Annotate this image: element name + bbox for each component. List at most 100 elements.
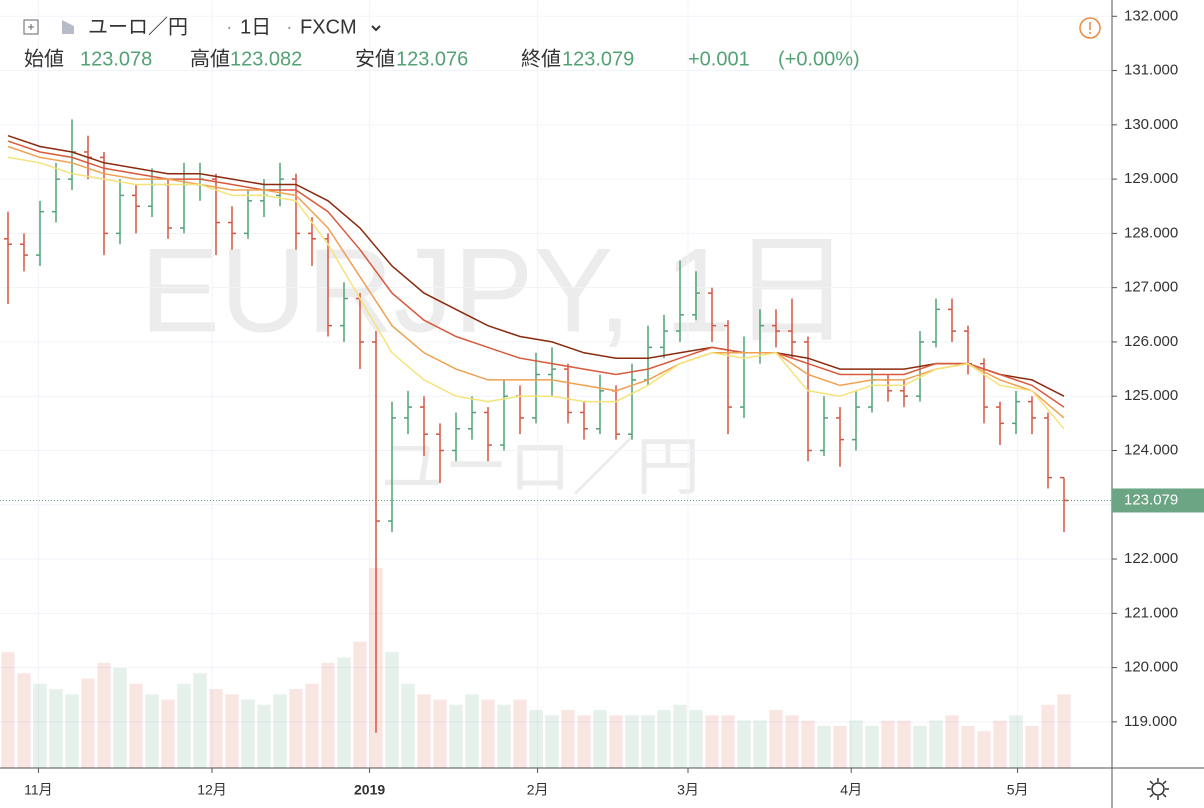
volume-bar bbox=[305, 683, 319, 768]
separator: · bbox=[286, 16, 293, 38]
volume-bar bbox=[497, 704, 511, 768]
volume-bar bbox=[1025, 725, 1039, 768]
separator: · bbox=[226, 16, 233, 38]
legend-value: 123.078 bbox=[80, 48, 152, 70]
volume-bar bbox=[321, 662, 335, 768]
ohlc-legend: 始値 123.078 高値 123.082 安値 123.076 終値 123.… bbox=[24, 47, 860, 70]
volume-bar bbox=[273, 694, 287, 768]
watermark: EURJPY, 1日 bbox=[140, 224, 851, 358]
volume-bar bbox=[737, 720, 751, 768]
ma-line bbox=[7, 145, 1065, 419]
y-tick-label: 130.000 bbox=[1124, 116, 1178, 133]
volume-bar bbox=[449, 704, 463, 768]
settings-icon-rays bbox=[1147, 778, 1169, 800]
legend-value: 123.082 bbox=[230, 48, 302, 70]
expand-icon[interactable] bbox=[23, 19, 39, 35]
volume-bar bbox=[993, 720, 1007, 768]
volume-bar bbox=[33, 683, 47, 768]
volume-bar bbox=[1041, 704, 1055, 768]
alert-icon[interactable] bbox=[1079, 17, 1101, 39]
volume-bar bbox=[433, 699, 447, 768]
volume-bar bbox=[897, 720, 911, 768]
volume-bar bbox=[721, 715, 735, 768]
volume-bar bbox=[161, 699, 175, 768]
dropdown-icon[interactable] bbox=[371, 25, 381, 32]
y-tick-label: 122.000 bbox=[1124, 550, 1178, 567]
volume-bar bbox=[929, 720, 943, 768]
volume-bar bbox=[401, 683, 415, 768]
volume-bar bbox=[849, 720, 863, 768]
y-tick-label: 128.000 bbox=[1124, 224, 1178, 241]
volume-bar bbox=[353, 641, 367, 768]
volume-bar bbox=[945, 715, 959, 768]
legend-value: 123.076 bbox=[396, 48, 468, 70]
volume-bar bbox=[753, 720, 767, 768]
volume-bar bbox=[769, 710, 783, 768]
legend-label: 終値 bbox=[521, 47, 561, 70]
x-tick-label: 11月 bbox=[24, 782, 53, 798]
y-tick-label: 121.000 bbox=[1124, 604, 1178, 621]
volume-bar bbox=[81, 678, 95, 768]
volume-bar bbox=[417, 694, 431, 768]
volume-bar bbox=[881, 720, 895, 768]
settings-icon[interactable] bbox=[1151, 782, 1165, 796]
y-tick-label: 132.000 bbox=[1124, 7, 1178, 24]
volume-bar bbox=[1009, 715, 1023, 768]
volume-bar bbox=[561, 710, 575, 768]
y-tick-label: 119.000 bbox=[1124, 713, 1177, 730]
volume-bar bbox=[465, 694, 479, 768]
legend-value: 123.079 bbox=[562, 48, 634, 70]
x-tick-label: 5月 bbox=[1007, 782, 1029, 798]
volume-bar bbox=[337, 657, 351, 768]
volume-bar bbox=[689, 710, 703, 768]
volume-bar bbox=[577, 715, 591, 768]
volume-bar bbox=[289, 689, 303, 768]
symbol: ユーロ／円 bbox=[88, 16, 188, 38]
volume-bar bbox=[145, 694, 159, 768]
volume-bar bbox=[257, 704, 271, 768]
x-tick-label: 2月 bbox=[527, 782, 549, 798]
last-price-label: 123.079 bbox=[1124, 491, 1178, 508]
plot bbox=[0, 0, 1112, 768]
legend-label: 高値 bbox=[190, 47, 230, 70]
source: FXCM bbox=[300, 16, 357, 38]
x-tick-label: 12月 bbox=[197, 782, 227, 798]
legend-change-pct: (+0.00%) bbox=[778, 48, 860, 70]
y-tick-label: 126.000 bbox=[1124, 333, 1178, 350]
last-price-box bbox=[1112, 488, 1204, 513]
volume-bar bbox=[385, 652, 399, 768]
volume-bar bbox=[817, 725, 831, 768]
volume-bar bbox=[913, 725, 927, 768]
volume-bar bbox=[513, 699, 527, 768]
ma-line bbox=[7, 134, 1065, 397]
y-tick-label: 131.000 bbox=[1124, 62, 1178, 79]
volume-bar bbox=[481, 699, 495, 768]
symbol-icon bbox=[62, 20, 74, 34]
x-tick-label: 2019 bbox=[354, 782, 385, 798]
volume-bar bbox=[193, 673, 207, 768]
volume-bar bbox=[865, 725, 879, 768]
volume-bar bbox=[545, 715, 559, 768]
volume-bar bbox=[113, 668, 127, 768]
y-tick-label: 125.000 bbox=[1124, 387, 1178, 404]
volume-bar bbox=[785, 715, 799, 768]
legend-label: 始値 bbox=[24, 47, 64, 70]
volume-bar bbox=[49, 689, 63, 768]
ma-line bbox=[7, 156, 1065, 430]
volume-bar bbox=[177, 683, 191, 768]
volume-bar bbox=[65, 694, 79, 768]
y-tick-label: 124.000 bbox=[1124, 441, 1178, 458]
volume-bar bbox=[657, 710, 671, 768]
volume-bar bbox=[1, 652, 15, 768]
volume-bar bbox=[609, 715, 623, 768]
volume-bar bbox=[801, 720, 815, 768]
volume-bar bbox=[241, 699, 255, 768]
volume-bar bbox=[977, 731, 991, 768]
volume-bar bbox=[961, 725, 975, 768]
watermark-sub: ユーロ／円 bbox=[380, 431, 700, 503]
legend-change: +0.001 bbox=[688, 48, 750, 70]
volume-bar bbox=[833, 725, 847, 768]
volume-bar bbox=[129, 683, 143, 768]
